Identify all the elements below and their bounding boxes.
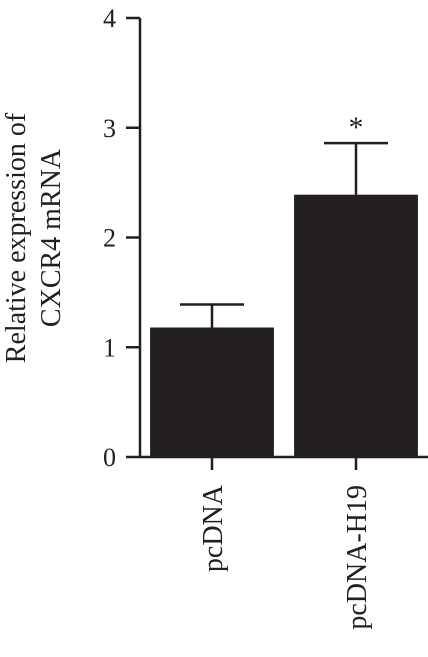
y-tick-label-3: 3 xyxy=(103,114,116,143)
y-axis-title-line-2: CXCR4 mRNA xyxy=(36,148,67,327)
bars xyxy=(150,194,418,457)
y-axis-title-line-1: Relative expression of xyxy=(1,112,32,363)
y-tick-label-4: 4 xyxy=(103,4,116,33)
y-tick-label-2: 2 xyxy=(103,224,116,253)
error-bars xyxy=(180,141,388,328)
category-label-1: pcDNA-H19 xyxy=(342,485,373,630)
bar-0 xyxy=(150,327,274,457)
y-tick-label-0: 0 xyxy=(103,443,116,472)
y-tick-label-1: 1 xyxy=(103,333,116,362)
category-label-0: pcDNA xyxy=(198,484,229,572)
x-axis xyxy=(140,455,428,470)
category-labels: pcDNA pcDNA-H19 xyxy=(198,484,373,629)
bar-1 xyxy=(294,194,418,457)
significance-marker-1: * xyxy=(349,111,364,144)
annotations: * xyxy=(349,111,364,144)
y-axis-title: Relative expression of CXCR4 mRNA xyxy=(1,112,67,363)
y-axis: 0 1 2 3 4 xyxy=(103,4,142,472)
